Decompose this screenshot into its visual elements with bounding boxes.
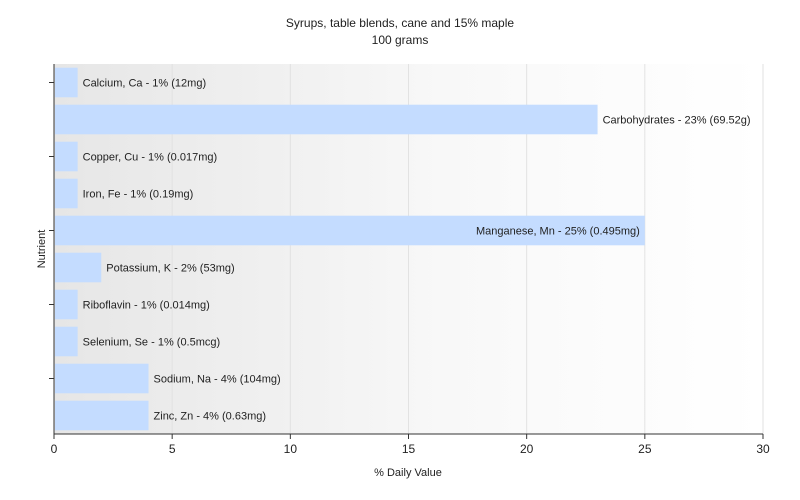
x-tick-label: 20	[520, 442, 534, 456]
x-tick-label: 0	[51, 442, 58, 456]
bar-label: Riboflavin - 1% (0.014mg)	[83, 300, 210, 312]
bar	[55, 104, 598, 135]
x-tick-label: 25	[638, 442, 652, 456]
x-tick-label: 15	[402, 442, 416, 456]
bar	[55, 141, 78, 172]
y-axis-label: Nutrient	[36, 230, 48, 269]
bar-label: Iron, Fe - 1% (0.19mg)	[83, 189, 194, 201]
chart-title: Syrups, table blends, cane and 15% maple	[286, 16, 514, 30]
x-tick-label: 10	[284, 442, 298, 456]
bar-label: Potassium, K - 2% (53mg)	[106, 263, 234, 275]
bar	[55, 326, 78, 357]
bar-label: Manganese, Mn - 25% (0.495mg)	[476, 226, 640, 238]
x-axis-label: % Daily Value	[374, 467, 442, 479]
bar-label: Sodium, Na - 4% (104mg)	[154, 374, 281, 386]
x-tick-label: 5	[169, 442, 176, 456]
x-tick-label: 30	[756, 442, 770, 456]
bar-label: Selenium, Se - 1% (0.5mcg)	[83, 337, 221, 349]
bar	[55, 289, 78, 320]
bar	[55, 67, 78, 98]
bar	[55, 215, 645, 246]
bar-label: Calcium, Ca - 1% (12mg)	[83, 78, 206, 90]
bar	[55, 363, 149, 394]
bar-label: Copper, Cu - 1% (0.017mg)	[83, 152, 218, 164]
bar	[55, 178, 78, 209]
bar	[55, 252, 102, 283]
bar-label: Carbohydrates - 23% (69.52g)	[603, 115, 751, 127]
chart-subtitle: 100 grams	[372, 33, 429, 47]
bar-label: Zinc, Zn - 4% (0.63mg)	[154, 411, 266, 423]
bar	[55, 400, 149, 431]
axes: 0 5 10 15 20 25 30	[49, 64, 770, 456]
bars: Calcium, Ca - 1% (12mg) Carbohydrates - 2…	[55, 67, 751, 431]
